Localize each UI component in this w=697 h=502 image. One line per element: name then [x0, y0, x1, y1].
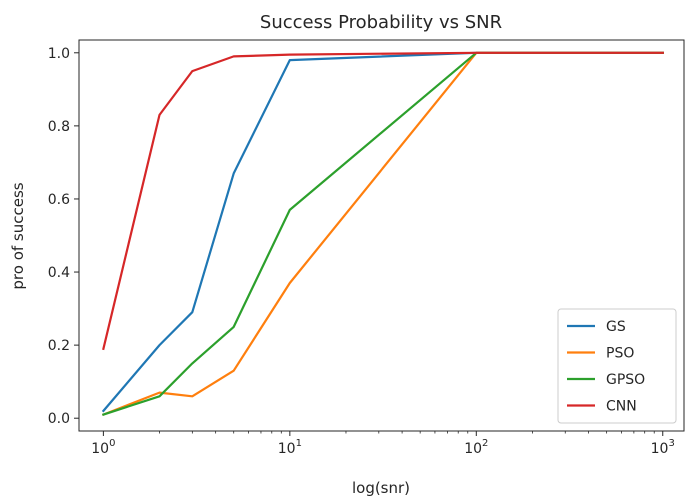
- legend-box: [557, 308, 677, 424]
- legend-label-gpso: GPSO: [606, 372, 645, 388]
- x-tick-label: 102: [464, 438, 488, 457]
- y-tick-label: 0.8: [48, 119, 70, 135]
- legend-label-cnn: CNN: [606, 399, 637, 415]
- x-tick-label: 101: [278, 438, 302, 457]
- x-axis: 100 101 102 103: [91, 431, 675, 457]
- y-tick-label: 1.0: [48, 46, 70, 62]
- chart-title: Success Probability vs SNR: [260, 12, 502, 33]
- legend: GS PSO GPSO CNN: [557, 308, 677, 424]
- y-tick-label: 0.0: [48, 411, 70, 427]
- legend-label-gs: GS: [606, 319, 626, 335]
- y-axis: 0.0 0.2 0.4 0.6 0.8 1.0: [48, 46, 79, 427]
- series-layer: [101, 51, 664, 417]
- y-tick-label: 0.4: [48, 265, 70, 281]
- x-tick-label: 103: [651, 438, 675, 457]
- x-axis-label: log(snr): [352, 479, 410, 497]
- y-axis-label: pro of success: [9, 182, 27, 289]
- x-tick-label: 100: [91, 438, 115, 457]
- series-line-cnn: [102, 51, 664, 351]
- y-tick-label: 0.6: [48, 192, 70, 208]
- legend-label-pso: PSO: [606, 346, 634, 362]
- y-tick-label: 0.2: [48, 338, 70, 354]
- plot-area: [78, 39, 685, 432]
